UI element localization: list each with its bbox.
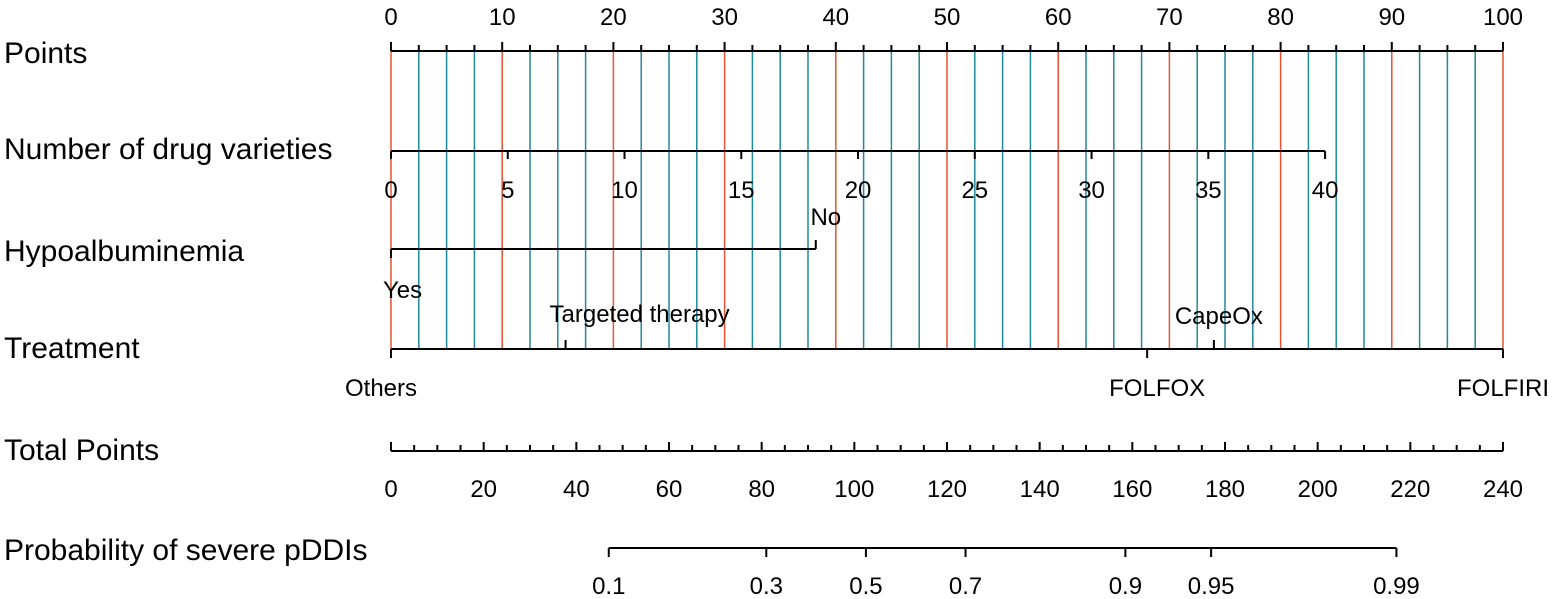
total-points-tick-label: 200: [1298, 476, 1338, 503]
drug-varieties-tick-label: 0: [384, 177, 397, 204]
hypoalbuminemia-no-label: No: [810, 204, 841, 231]
probability-tick-label: 0.3: [750, 573, 783, 599]
points-tick-label: 90: [1378, 4, 1405, 31]
total-points-tick-label: 240: [1483, 476, 1523, 503]
probability-row-label: Probability of severe pDDIs: [4, 534, 368, 567]
drug-varieties-tick-label: 30: [1078, 177, 1105, 204]
hypoalbuminemia-row-label: Hypoalbuminemia: [4, 235, 244, 268]
probability-tick-label: 0.5: [849, 573, 882, 599]
points-tick-label: 20: [600, 4, 627, 31]
total-points-tick-label: 40: [563, 476, 590, 503]
drug-varieties-tick-label: 10: [611, 177, 638, 204]
treatment-category-label: Others: [345, 375, 417, 402]
drug-varieties-tick-label: 15: [728, 177, 755, 204]
treatment-category-label: Targeted therapy: [550, 301, 730, 328]
points-tick-label: 80: [1267, 4, 1294, 31]
total-points-tick-label: 80: [748, 476, 775, 503]
drug-varieties-tick-label: 40: [1312, 177, 1339, 204]
probability-tick-label: 0.95: [1188, 573, 1235, 599]
total-points-tick-label: 140: [1020, 476, 1060, 503]
points-tick-label: 30: [711, 4, 738, 31]
probability-tick-label: 0.1: [592, 573, 625, 599]
total-points-tick-label: 0: [384, 476, 397, 503]
total-points-tick-label: 100: [834, 476, 874, 503]
points-tick-label: 50: [934, 4, 961, 31]
hypoalbuminemia-yes-label: Yes: [383, 277, 422, 304]
axes: 0 10 20 30 40 50 60 70 80 90 100 0 5 10 15 20 25 30 35 40 Ye…: [345, 4, 1549, 599]
probability-tick-label: 0.7: [949, 573, 982, 599]
treatment-category-label: CapeOx: [1175, 303, 1263, 330]
points-tick-label: 70: [1156, 4, 1183, 31]
drug-varieties-tick-label: 25: [961, 177, 988, 204]
points-row-label: Points: [4, 37, 87, 70]
total-points-tick-label: 120: [927, 476, 967, 503]
drug-varieties-row-label: Number of drug varieties: [4, 133, 332, 166]
points-tick-label: 100: [1483, 4, 1523, 31]
total-points-tick-label: 20: [470, 476, 497, 503]
drug-varieties-tick-label: 35: [1195, 177, 1222, 204]
points-tick-label: 0: [384, 4, 397, 31]
drug-varieties-tick-label: 20: [845, 177, 872, 204]
points-tick-label: 40: [822, 4, 849, 31]
probability-tick-label: 0.99: [1373, 573, 1420, 599]
treatment-row-label: Treatment: [4, 332, 140, 365]
total-points-tick-label: 180: [1205, 476, 1245, 503]
gridlines: [390, 51, 1504, 350]
row-labels: Points Number of drug varieties Hypoalbu…: [4, 37, 368, 567]
probability-tick-label: 0.9: [1109, 573, 1142, 599]
total-points-row-label: Total Points: [4, 434, 159, 467]
treatment-category-label: FOLFOX: [1109, 375, 1205, 402]
total-points-tick-label: 60: [656, 476, 683, 503]
drug-varieties-tick-label: 5: [501, 177, 514, 204]
points-tick-label: 10: [489, 4, 516, 31]
total-points-tick-label: 160: [1112, 476, 1152, 503]
total-points-tick-label: 220: [1390, 476, 1430, 503]
points-tick-label: 60: [1045, 4, 1072, 31]
treatment-category-label: FOLFIRI: [1457, 375, 1549, 402]
